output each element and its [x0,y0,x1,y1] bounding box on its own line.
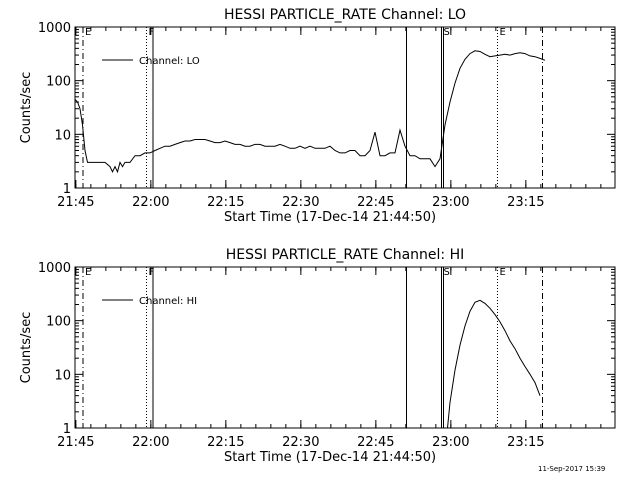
event-marker-label: E [500,27,506,38]
plot-frame [74,26,616,189]
event-marker-label: S [444,267,450,278]
x-tick-label: 23:00 [432,195,469,210]
x-tick-label: 22:30 [282,195,319,210]
x-tick-label: 23:15 [507,195,544,210]
y-tick-label: 10 [54,368,71,383]
x-tick-label: 22:15 [207,195,244,210]
legend-label: Channel: HI [139,296,197,307]
y-axis-label: Counts/sec [19,72,34,144]
x-axis-label: Start Time (17-Dec-14 21:44:50) [224,450,436,465]
x-tick-label: 21:45 [57,195,94,210]
x-axis-label: Start Time (17-Dec-14 21:44:50) [224,210,436,225]
y-tick-label: 1 [63,422,71,437]
chart-title: HESSI PARTICLE_RATE Channel: HI [226,247,464,263]
x-tick-label: 22:30 [282,435,319,450]
plot-frame [74,266,616,429]
event-marker-label: S [444,27,450,38]
event-marker-label: E [85,27,91,38]
x-tick-label: 22:15 [207,435,244,450]
y-axis-label: Counts/sec [19,312,34,384]
chart-title: HESSI PARTICLE_RATE Channel: LO [224,7,466,23]
x-tick-label: 22:00 [132,435,169,450]
y-tick-label: 1000 [38,21,71,36]
y-tick-label: 100 [46,75,71,90]
chart-panel-1 [74,26,616,189]
event-marker-label: E [500,267,506,278]
series-line [447,299,541,429]
y-tick-label: 10 [54,128,71,143]
x-tick-label: 22:00 [132,195,169,210]
event-marker-label: F [149,27,155,38]
legend-label: Channel: LO [139,56,200,67]
y-tick-label: 1000 [38,261,71,276]
x-tick-label: 23:15 [507,435,544,450]
x-tick-label: 21:45 [57,435,94,450]
x-tick-label: 22:45 [357,195,394,210]
x-tick-label: 23:00 [432,435,469,450]
x-tick-label: 22:45 [357,435,394,450]
footer-timestamp: 11-Sep-2017 15:39 [538,465,606,473]
series-line [74,50,546,174]
y-tick-label: 100 [46,315,71,330]
y-tick-label: 1 [63,182,71,197]
event-marker-label: F [149,267,155,278]
chart-panel-2 [74,266,616,429]
event-marker-label: E [85,267,91,278]
